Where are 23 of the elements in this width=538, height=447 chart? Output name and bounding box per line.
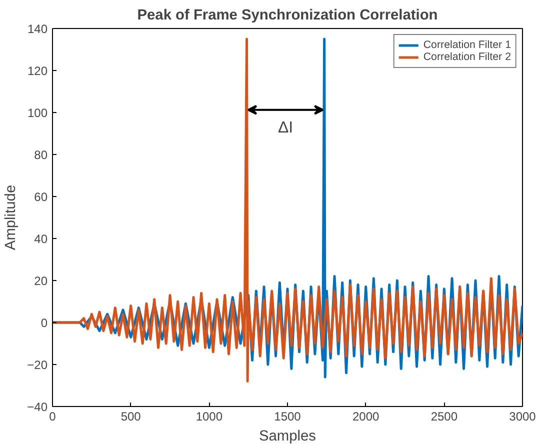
annotation: ΔI bbox=[278, 119, 294, 136]
y-tick-label: −40 bbox=[27, 400, 48, 414]
legend-label: Correlation Filter 1 bbox=[423, 39, 511, 51]
y-tick-label: 140 bbox=[27, 22, 48, 36]
x-tick-label: 1000 bbox=[196, 410, 223, 424]
y-axis-title: Amplitude bbox=[3, 184, 20, 250]
y-tick-label: 100 bbox=[27, 106, 48, 120]
y-tick-label: 40 bbox=[34, 232, 48, 246]
y-tick-label: 20 bbox=[34, 274, 48, 288]
chart-title: Peak of Frame Synchronization Correlation bbox=[137, 8, 438, 24]
x-tick-label: 3000 bbox=[509, 410, 536, 424]
y-tick-label: −20 bbox=[27, 358, 48, 372]
x-tick-label: 2500 bbox=[430, 410, 458, 424]
y-tick-label: 0 bbox=[40, 316, 48, 330]
x-tick-label: 500 bbox=[120, 410, 142, 424]
x-tick-label: 2000 bbox=[352, 410, 380, 424]
x-axis-title: Samples bbox=[258, 428, 316, 444]
y-tick-label: 80 bbox=[34, 148, 48, 162]
y-tick-label: 120 bbox=[27, 64, 48, 78]
x-tick-label: 0 bbox=[49, 410, 56, 424]
y-tick-label: 60 bbox=[34, 190, 48, 204]
legend-label: Correlation Filter 2 bbox=[423, 51, 511, 63]
x-tick-label: 1500 bbox=[274, 410, 302, 424]
